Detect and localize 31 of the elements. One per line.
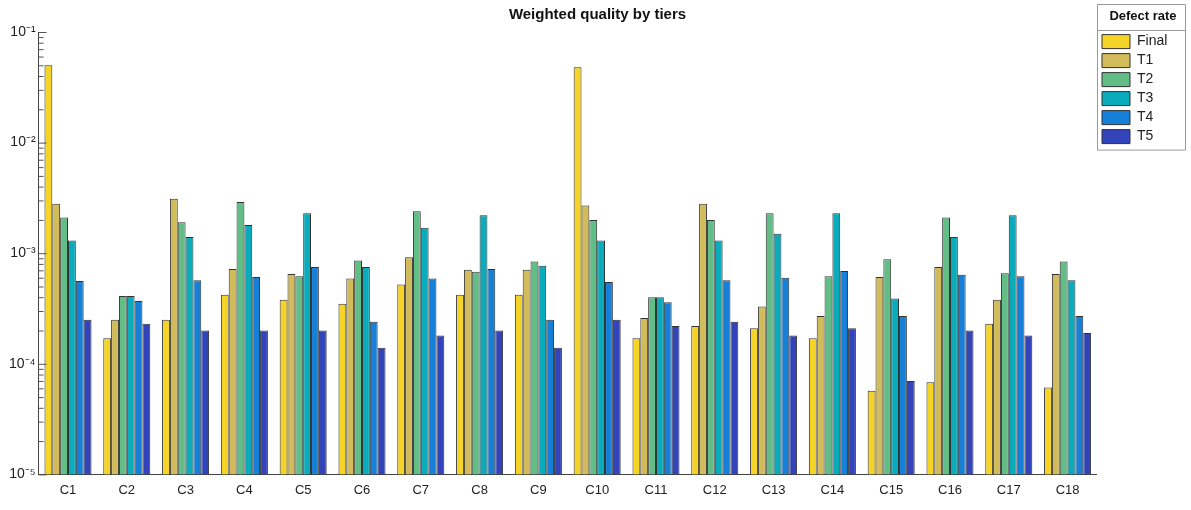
x-tick-label: C2 xyxy=(118,481,136,497)
legend-label: T5 xyxy=(1136,127,1165,144)
x-tick-label: C16 xyxy=(938,481,962,497)
x-tick-label: C8 xyxy=(471,481,488,497)
legend-label: T4 xyxy=(1136,108,1165,125)
x-tick-label: C7 xyxy=(412,481,430,497)
x-tick-label: C12 xyxy=(702,481,727,497)
legend-title: Defect rate xyxy=(1109,8,1177,24)
y-tick-label: 10⁻¹ xyxy=(10,22,36,39)
x-tick-label: C1 xyxy=(59,481,77,497)
x-tick-label: C5 xyxy=(294,481,312,497)
x-tick-label: C15 xyxy=(879,481,904,497)
x-tick-label: C11 xyxy=(644,481,668,497)
x-tick-label: C13 xyxy=(761,481,786,497)
x-tick-label: C14 xyxy=(820,481,845,497)
y-tick-label: 10⁻² xyxy=(10,133,36,150)
y-tick-label: 10⁻⁴ xyxy=(8,354,36,371)
x-tick-label: C6 xyxy=(353,481,371,497)
chart-title: Weighted quality by tiers xyxy=(508,5,687,23)
legend-label: Final xyxy=(1136,32,1179,49)
y-tick-label: 10⁻³ xyxy=(10,244,36,261)
legend-label: T1 xyxy=(1136,51,1165,68)
legend-label: T2 xyxy=(1136,70,1165,87)
y-tick-label: 10⁻⁵ xyxy=(9,465,36,482)
x-tick-label: C10 xyxy=(585,481,610,497)
x-tick-label: C3 xyxy=(177,481,194,497)
x-tick-label: C9 xyxy=(530,481,547,497)
x-tick-label: C17 xyxy=(996,481,1021,497)
x-tick-label: C4 xyxy=(236,481,253,497)
x-tick-label: C18 xyxy=(1055,481,1080,497)
legend-label: T3 xyxy=(1136,89,1165,106)
